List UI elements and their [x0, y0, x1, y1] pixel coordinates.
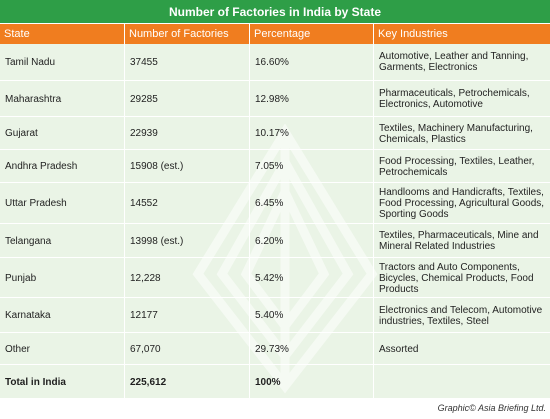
- cell-factories: 12,228: [125, 258, 250, 298]
- cell-industries: Handlooms and Handicrafts, Textiles, Foo…: [379, 187, 545, 220]
- header-number-of-factories: Number of Factories: [125, 24, 250, 44]
- cell-factories: 22939: [125, 117, 250, 150]
- cell-percentage: 7.05%: [250, 150, 374, 183]
- table-row: Maharashtra 29285 12.98% Pharmaceuticals…: [0, 80, 550, 117]
- cell-percentage: 16.60%: [250, 44, 374, 80]
- table-row: Other 67,070 29.73% Assorted: [0, 332, 550, 365]
- cell-industries: Automotive, Leather and Tanning, Garment…: [379, 51, 529, 73]
- cell-factories: 67,070: [125, 333, 250, 365]
- cell-percentage: 5.40%: [250, 298, 374, 333]
- cell-state: Karnataka: [0, 298, 125, 333]
- table-row: Uttar Pradesh 14552 6.45% Handlooms and …: [0, 182, 550, 224]
- graphic-credit: Graphic© Asia Briefing Ltd.: [437, 403, 546, 413]
- cell-factories: 37455: [125, 44, 250, 80]
- table-row: Punjab 12,228 5.42% Tractors and Auto Co…: [0, 257, 550, 298]
- cell-industries: Textiles, Machinery Manufacturing, Chemi…: [379, 122, 533, 145]
- cell-state: Gujarat: [0, 117, 125, 150]
- cell-industries: Tractors and Auto Components, Bicycles, …: [379, 261, 534, 295]
- cell-total-factories: 225,612: [125, 365, 250, 399]
- cell-state: Punjab: [0, 258, 125, 298]
- cell-state: Andhra Pradesh: [0, 150, 125, 183]
- cell-factories: 14552: [125, 183, 250, 224]
- cell-industries: Assorted: [379, 343, 419, 355]
- cell-factories: 13998 (est.): [125, 224, 250, 258]
- cell-percentage: 29.73%: [250, 333, 374, 365]
- table-row: Andhra Pradesh 15908 (est.) 7.05% Food P…: [0, 149, 550, 183]
- cell-percentage: 5.42%: [250, 258, 374, 298]
- cell-industries: Textiles, Pharmaceuticals, Mine and Mine…: [379, 230, 539, 252]
- table-header-row: State Number of Factories Percentage Key…: [0, 24, 550, 44]
- cell-industries: Pharmaceuticals, Petrochemicals, Electro…: [379, 88, 530, 110]
- header-state: State: [0, 24, 125, 44]
- cell-state: Uttar Pradesh: [0, 183, 125, 224]
- table-row: Telangana 13998 (est.) 6.20% Textiles, P…: [0, 223, 550, 258]
- logo-watermark-icon: [192, 124, 378, 394]
- cell-percentage: 10.17%: [250, 117, 374, 150]
- cell-percentage: 6.20%: [250, 224, 374, 258]
- table-row: Tamil Nadu 37455 16.60% Automotive, Leat…: [0, 44, 550, 80]
- cell-percentage: 6.45%: [250, 183, 374, 224]
- cell-industries: Electronics and Telecom, Automotive indu…: [379, 304, 543, 327]
- cell-percentage: 12.98%: [250, 81, 374, 117]
- header-key-industries: Key Industries: [378, 28, 448, 40]
- cell-industries: Food Processing, Textiles, Leather, Petr…: [379, 155, 535, 178]
- cell-total-percentage: 100%: [250, 365, 374, 399]
- cell-total-industries: [374, 365, 550, 399]
- cell-factories: 29285: [125, 81, 250, 117]
- table-total-row: Total in India 225,612 100%: [0, 364, 550, 399]
- cell-factories: 12177: [125, 298, 250, 333]
- cell-state: Other: [0, 333, 125, 365]
- table-body: [0, 44, 550, 398]
- header-percentage: Percentage: [250, 24, 374, 44]
- cell-total-label: Total in India: [0, 365, 125, 399]
- table-row: Gujarat 22939 10.17% Textiles, Machinery…: [0, 116, 550, 150]
- table-title: Number of Factories in India by State: [0, 0, 550, 23]
- cell-state: Maharashtra: [0, 81, 125, 117]
- cell-factories: 15908 (est.): [125, 150, 250, 183]
- cell-state: Telangana: [0, 224, 125, 258]
- cell-state: Tamil Nadu: [0, 44, 125, 80]
- table-row: Karnataka 12177 5.40% Electronics and Te…: [0, 297, 550, 333]
